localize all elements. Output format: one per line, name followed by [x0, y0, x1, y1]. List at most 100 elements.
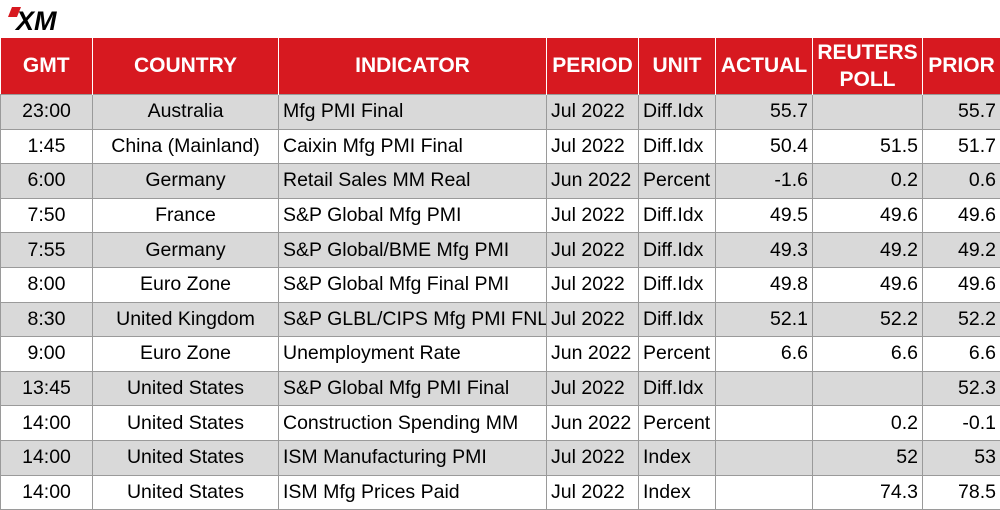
cell-actual: 50.4 — [716, 129, 813, 164]
cell-period: Jun 2022 — [547, 337, 639, 372]
cell-gmt: 13:45 — [1, 371, 93, 406]
cell-indicator: S&P Global/BME Mfg PMI — [279, 233, 547, 268]
cell-actual: 49.3 — [716, 233, 813, 268]
cell-prior: 0.6 — [923, 164, 1000, 199]
cell-unit: Diff.Idx — [639, 233, 716, 268]
cell-period: Jul 2022 — [547, 475, 639, 510]
cell-prior: -0.1 — [923, 406, 1000, 441]
cell-reuters-poll: 49.6 — [813, 198, 923, 233]
cell-country: United States — [93, 406, 279, 441]
cell-period: Jul 2022 — [547, 233, 639, 268]
cell-indicator: Construction Spending MM — [279, 406, 547, 441]
cell-gmt: 9:00 — [1, 337, 93, 372]
cell-prior: 78.5 — [923, 475, 1000, 510]
cell-unit: Percent — [639, 337, 716, 372]
cell-actual — [716, 475, 813, 510]
cell-country: United States — [93, 475, 279, 510]
cell-country: Euro Zone — [93, 267, 279, 302]
col-header-gmt: GMT — [1, 38, 93, 95]
cell-prior: 49.6 — [923, 198, 1000, 233]
cell-prior: 52.3 — [923, 371, 1000, 406]
cell-reuters-poll: 0.2 — [813, 164, 923, 199]
cell-prior: 49.2 — [923, 233, 1000, 268]
cell-unit: Diff.Idx — [639, 129, 716, 164]
cell-prior: 53 — [923, 440, 1000, 475]
cell-unit: Index — [639, 440, 716, 475]
cell-unit: Index — [639, 475, 716, 510]
col-header-period: PERIOD — [547, 38, 639, 95]
cell-country: Germany — [93, 164, 279, 199]
cell-gmt: 14:00 — [1, 406, 93, 441]
cell-reuters-poll: 51.5 — [813, 129, 923, 164]
cell-gmt: 7:55 — [1, 233, 93, 268]
cell-indicator: Mfg PMI Final — [279, 95, 547, 130]
cell-unit: Diff.Idx — [639, 198, 716, 233]
cell-actual: 49.8 — [716, 267, 813, 302]
cell-actual: -1.6 — [716, 164, 813, 199]
cell-reuters-poll: 6.6 — [813, 337, 923, 372]
cell-gmt: 23:00 — [1, 95, 93, 130]
cell-reuters-poll: 0.2 — [813, 406, 923, 441]
cell-gmt: 1:45 — [1, 129, 93, 164]
cell-indicator: S&P GLBL/CIPS Mfg PMI FNL — [279, 302, 547, 337]
cell-indicator: Retail Sales MM Real — [279, 164, 547, 199]
cell-period: Jul 2022 — [547, 267, 639, 302]
col-header-reuters-poll: REUTERS POLL — [813, 38, 923, 95]
cell-gmt: 8:00 — [1, 267, 93, 302]
cell-country: China (Mainland) — [93, 129, 279, 164]
cell-actual — [716, 371, 813, 406]
cell-prior: 49.6 — [923, 267, 1000, 302]
col-header-actual: ACTUAL — [716, 38, 813, 95]
cell-reuters-poll — [813, 371, 923, 406]
cell-reuters-poll: 49.6 — [813, 267, 923, 302]
xm-logo-text: XM — [14, 6, 57, 34]
cell-prior: 6.6 — [923, 337, 1000, 372]
cell-period: Jul 2022 — [547, 302, 639, 337]
cell-unit: Diff.Idx — [639, 95, 716, 130]
cell-unit: Diff.Idx — [639, 267, 716, 302]
col-header-indicator: INDICATOR — [279, 38, 547, 95]
cell-reuters-poll: 52 — [813, 440, 923, 475]
cell-country: United States — [93, 371, 279, 406]
cell-actual: 6.6 — [716, 337, 813, 372]
cell-indicator: ISM Manufacturing PMI — [279, 440, 547, 475]
cell-actual: 49.5 — [716, 198, 813, 233]
cell-period: Jun 2022 — [547, 164, 639, 199]
cell-unit: Percent — [639, 406, 716, 441]
cell-country: Germany — [93, 233, 279, 268]
cell-indicator: S&P Global Mfg PMI — [279, 198, 547, 233]
cell-actual — [716, 440, 813, 475]
economic-calendar-table: GMT COUNTRY INDICATOR PERIOD UNIT ACTUAL… — [0, 38, 1000, 510]
xm-logo-icon: XM — [8, 4, 98, 34]
cell-period: Jul 2022 — [547, 198, 639, 233]
cell-unit: Percent — [639, 164, 716, 199]
cell-prior: 52.2 — [923, 302, 1000, 337]
cell-gmt: 14:00 — [1, 440, 93, 475]
cell-country: United Kingdom — [93, 302, 279, 337]
cell-actual: 55.7 — [716, 95, 813, 130]
cell-country: France — [93, 198, 279, 233]
cell-indicator: ISM Mfg Prices Paid — [279, 475, 547, 510]
cell-actual: 52.1 — [716, 302, 813, 337]
cell-period: Jun 2022 — [547, 406, 639, 441]
cell-indicator: Unemployment Rate — [279, 337, 547, 372]
cell-period: Jul 2022 — [547, 440, 639, 475]
cell-period: Jul 2022 — [547, 95, 639, 130]
cell-gmt: 7:50 — [1, 198, 93, 233]
cell-reuters-poll — [813, 95, 923, 130]
cell-country: United States — [93, 440, 279, 475]
cell-unit: Diff.Idx — [639, 371, 716, 406]
cell-prior: 51.7 — [923, 129, 1000, 164]
col-header-unit: UNIT — [639, 38, 716, 95]
